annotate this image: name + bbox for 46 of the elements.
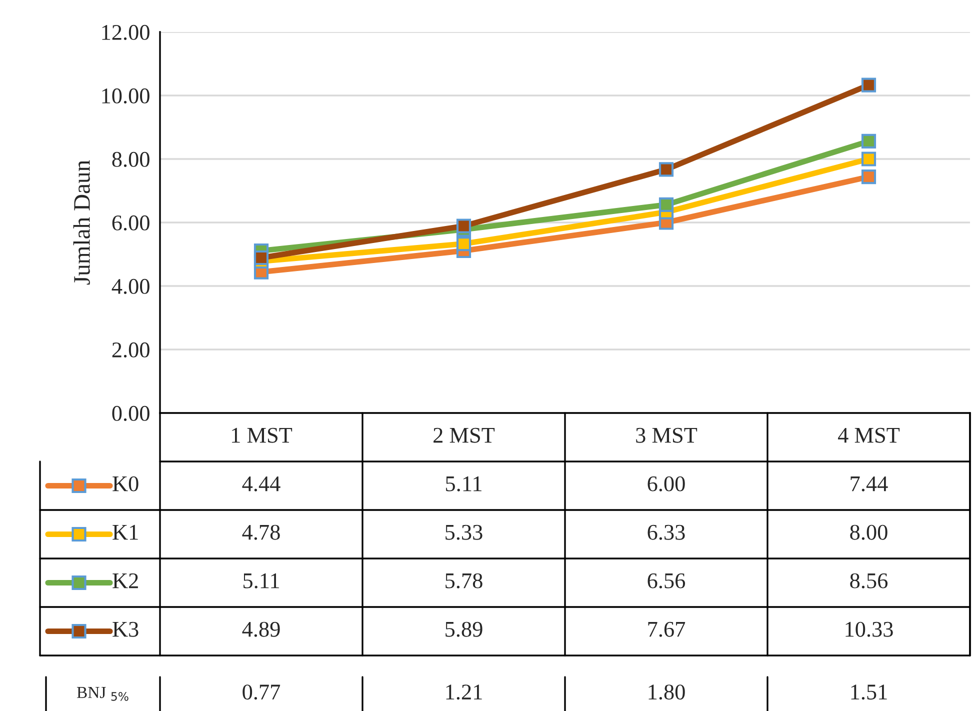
y-tick-label: 8.00 (112, 152, 150, 168)
data-label: 8.00 (850, 524, 888, 540)
data-label: 7.44 (850, 476, 888, 492)
y-tick-label: 6.00 (112, 215, 150, 231)
legend-label: K0 (112, 476, 138, 492)
legend-label: K1 (112, 524, 138, 540)
data-label: 4.78 (242, 524, 280, 540)
point (456, 218, 472, 234)
point (456, 236, 472, 252)
x-tick-label: 1 MST (232, 428, 292, 443)
x-tick-label: 2 MST (434, 428, 495, 443)
text: BNJ $_{5%}$ (76, 687, 128, 701)
data-label: 5.89 (446, 622, 482, 637)
point (658, 162, 674, 177)
point (658, 197, 674, 212)
data-label: 6.33 (648, 524, 685, 540)
point (254, 250, 269, 266)
data-label: 5.11 (244, 573, 279, 588)
data-label: 8.56 (850, 573, 888, 588)
data-label: 4.44 (242, 476, 280, 492)
x-tick-label: 4 MST (838, 428, 900, 443)
data-label: 5.11 (446, 476, 482, 492)
data-label: 7.67 (648, 622, 686, 637)
y-tick-label: 2.00 (112, 342, 150, 358)
y-tick-label: 0.00 (112, 406, 150, 422)
point (861, 169, 876, 184)
text: 1.80 (648, 684, 685, 700)
legend-label: K2 (112, 573, 138, 588)
legend-label: K3 (112, 622, 138, 637)
text: 1.51 (851, 684, 887, 700)
point (861, 134, 876, 149)
y-axis-title: Jumlah Daun (73, 160, 90, 285)
data-label: 10.33 (846, 622, 893, 637)
y-tick-label: 10.00 (102, 88, 150, 104)
data-label: 5.78 (446, 573, 482, 588)
y-tick-label: 12.00 (102, 24, 150, 40)
data-label: 6.56 (648, 573, 686, 588)
data-label: 5.33 (446, 524, 482, 540)
text: 1.21 (446, 684, 482, 700)
y-tick-label: 4.00 (112, 278, 150, 294)
text: 0.77 (242, 684, 280, 700)
data-label: 6.00 (648, 476, 685, 492)
data-label: 4.89 (242, 622, 280, 637)
point (861, 78, 876, 92)
point (861, 152, 876, 166)
x-tick-label: 3 MST (636, 428, 698, 443)
